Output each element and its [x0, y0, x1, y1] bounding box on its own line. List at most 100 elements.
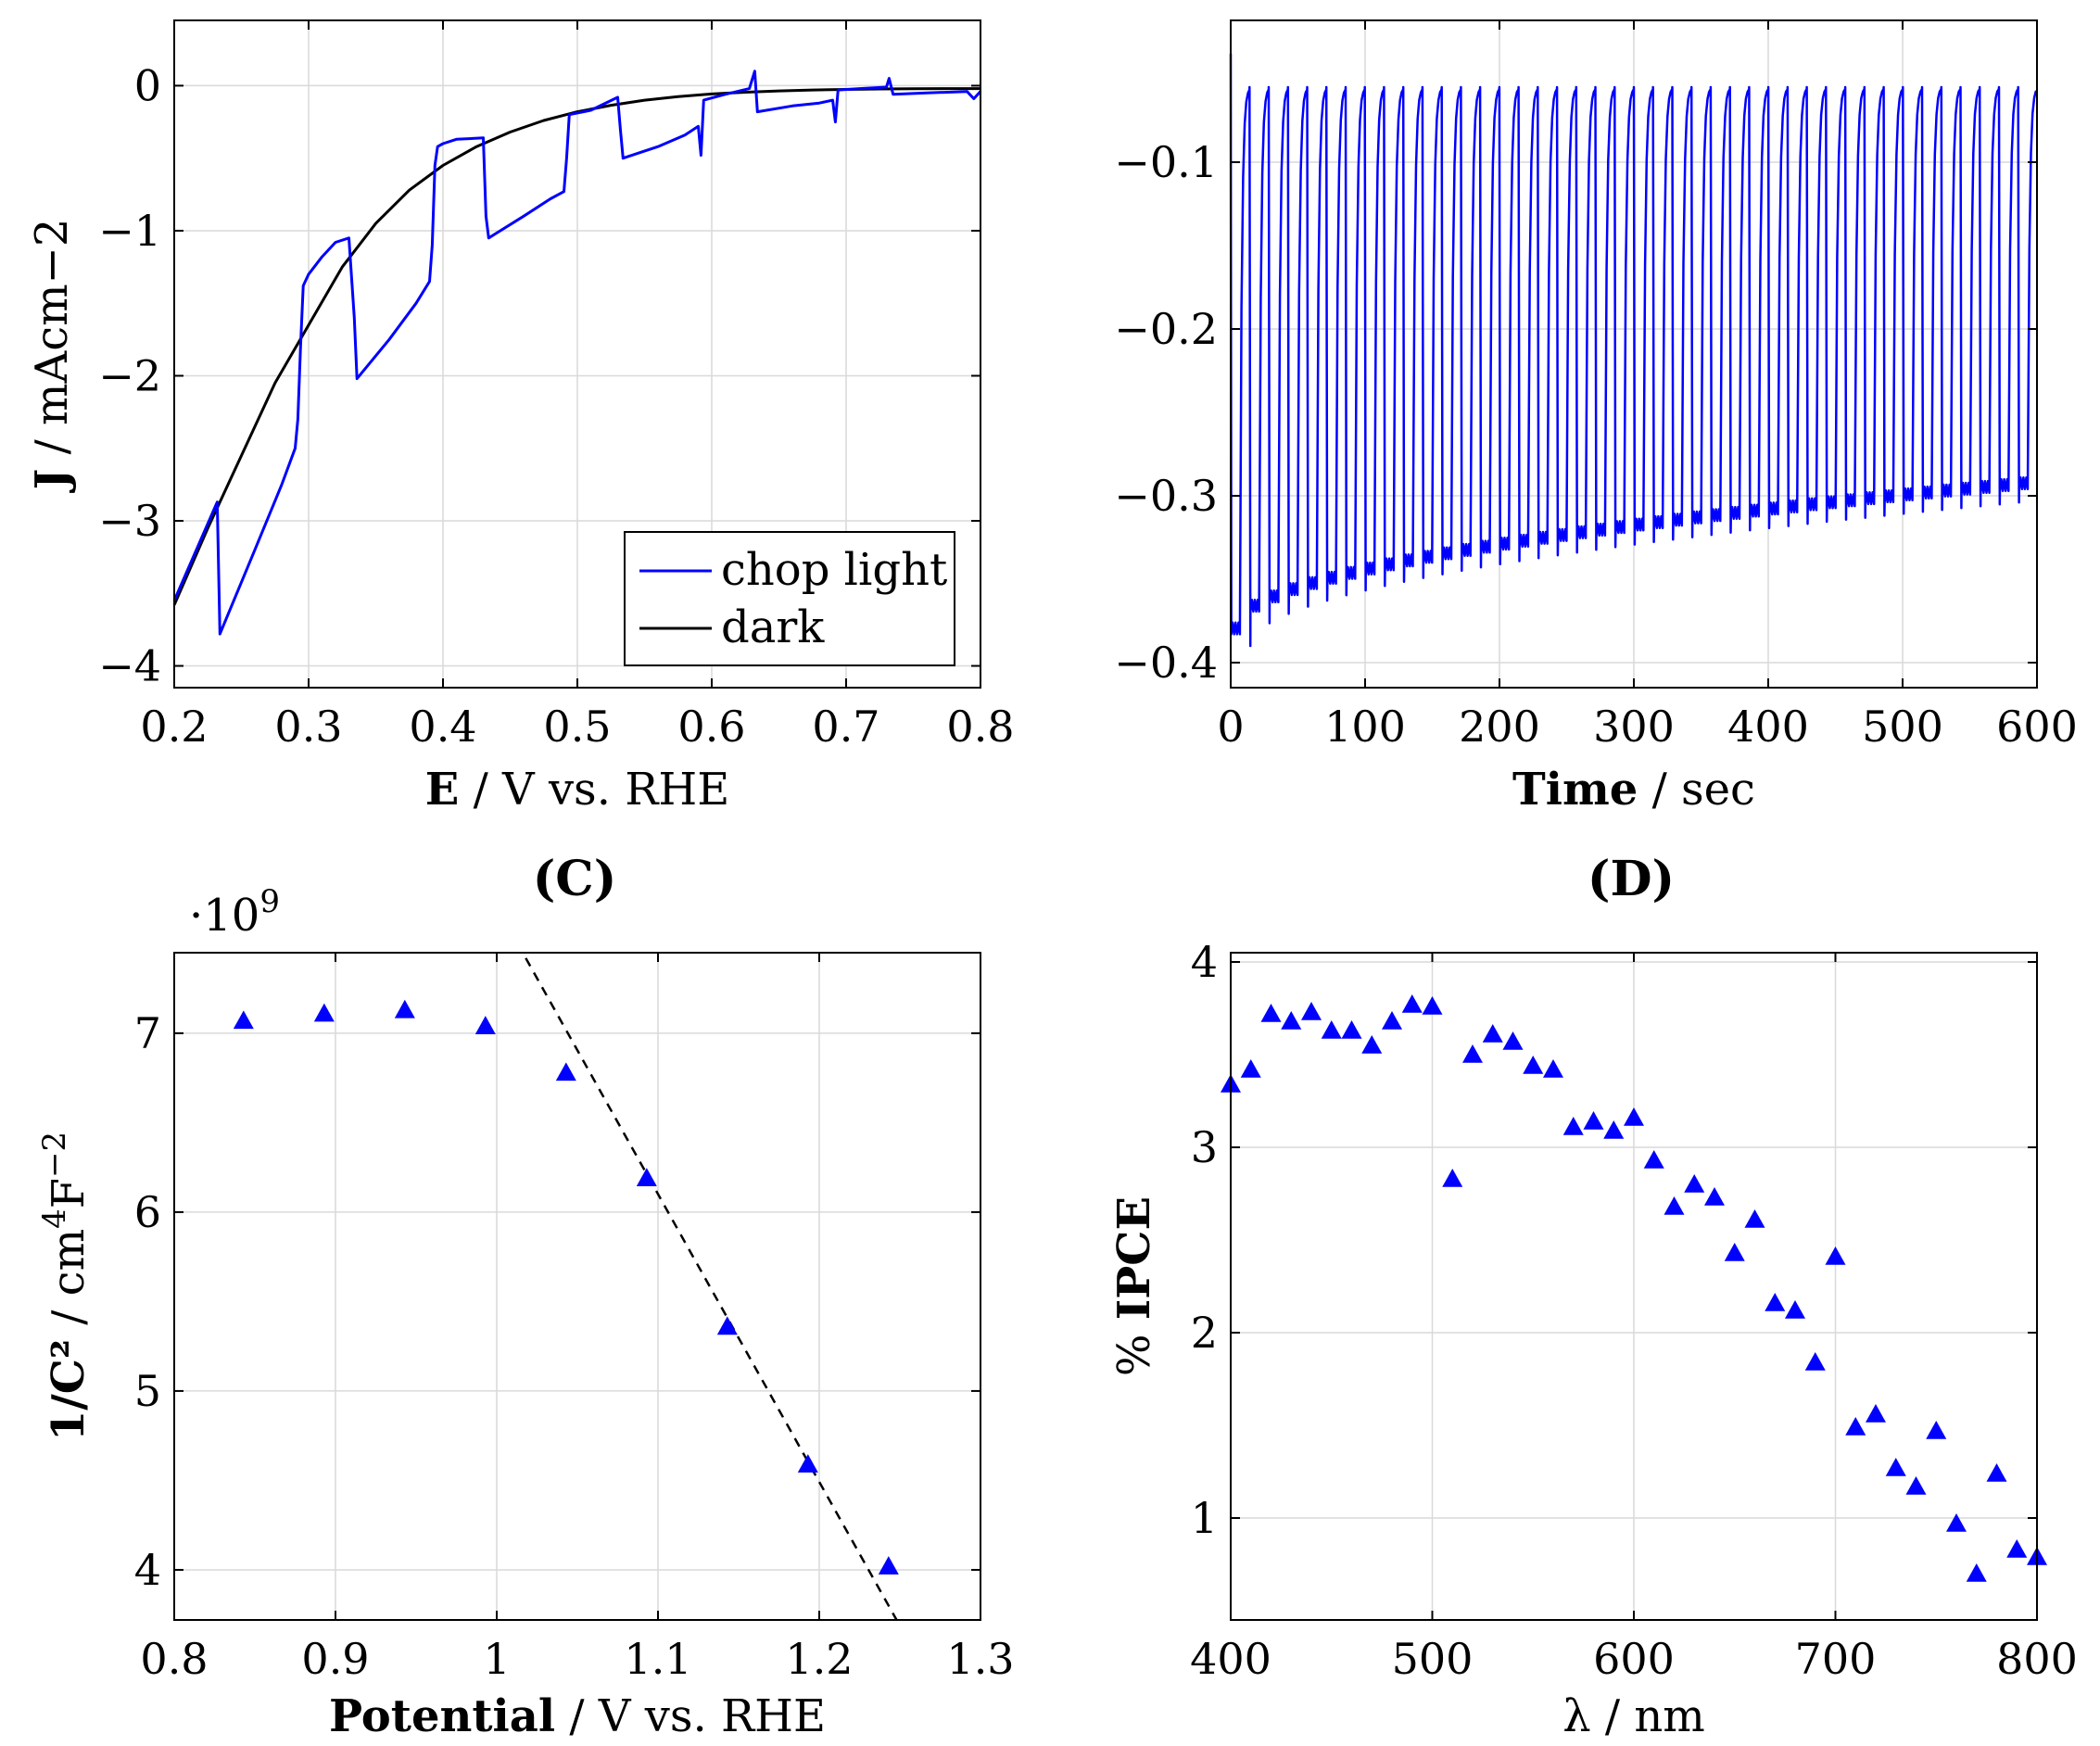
- chart-d-data-point: [1905, 1476, 1927, 1495]
- chart-a-y-tick-label: 0: [134, 60, 161, 110]
- chart-b-x-tick-label: 300: [1593, 702, 1675, 752]
- chart-a-legend: chop light dark: [624, 531, 955, 666]
- chart-d-x-tick-label: 600: [1593, 1634, 1675, 1684]
- chart-c-series-points: [233, 999, 899, 1575]
- chart-d-data-point: [1240, 1059, 1261, 1078]
- chart-a: 0.2 0.3 0.4 0.5 0.6 0.7 0.8 −4 −3 −2 −1 0 E / V vs.…: [26, 19, 1015, 816]
- chart-c-data-point: [474, 1016, 496, 1034]
- chart-d-data-point: [1643, 1150, 1664, 1169]
- chart-d-data-point: [1462, 1044, 1483, 1063]
- chart-d-series-points: [1221, 994, 2047, 1582]
- chart-d-data-point: [1986, 1463, 2007, 1482]
- chart-a-x-tick-label: 0.3: [274, 702, 342, 752]
- chart-b-y-tick-label: −0.4: [1114, 638, 1218, 688]
- chart-d-data-point: [1804, 1352, 1826, 1371]
- chart-d-y-axis-label: % IPCE: [1108, 1196, 1160, 1376]
- chart-a-y-axis-label: J / mAcm−2: [26, 219, 78, 494]
- chart-a-series-chop-light: [172, 70, 982, 636]
- chart-d-data-point: [1523, 1056, 1544, 1074]
- chart-a-legend-label-chop-light: chop light: [721, 544, 947, 596]
- chart-c-y-axis-label: 1/C² / cm4F−2: [36, 1132, 95, 1441]
- chart-d-data-point: [1724, 1243, 1745, 1261]
- chart-c-ticks: 0.8 0.9 1 1.1 1.2 1.3 4 5 6 7: [134, 953, 1015, 1684]
- panel-label-d: (D): [1588, 851, 1675, 907]
- chart-d-ticks: 400 500 600 700 800 1 2 3 4: [1190, 937, 2078, 1684]
- chart-a-ticks: 0.2 0.3 0.4 0.5 0.6 0.7 0.8 −4 −3 −2 −1 0: [98, 20, 1015, 752]
- chart-b-x-tick-label: 400: [1727, 702, 1809, 752]
- chart-c-x-tick-label: 1.2: [785, 1634, 853, 1684]
- chart-a-gridlines: [173, 20, 981, 688]
- chart-a-x-tick-label: 0.7: [812, 702, 879, 752]
- chart-d-data-point: [1946, 1513, 1967, 1532]
- chart-d-data-point: [1684, 1174, 1705, 1193]
- panel-label-c: (C): [533, 851, 617, 907]
- chart-c-x-axis-label: Potential / V vs. RHE: [329, 1690, 826, 1742]
- chart-c-data-point: [797, 1454, 818, 1473]
- chart-c-x-tick-label: 1: [483, 1634, 510, 1684]
- chart-d-data-point: [1866, 1404, 1886, 1423]
- chart-d-data-point: [1744, 1209, 1765, 1228]
- chart-a-line-chop-light: [172, 70, 982, 636]
- chart-a-y-tick-label: −4: [98, 641, 161, 691]
- chart-c-gridlines: [173, 953, 981, 1620]
- chart-d-data-point: [2006, 1539, 2028, 1558]
- chart-d-data-point: [1301, 1002, 1322, 1020]
- chart-d-data-point: [1765, 1293, 1786, 1311]
- chart-d-data-point: [1583, 1111, 1604, 1130]
- chart-c-fit-line: [525, 957, 898, 1621]
- chart-b-ticks: 0 100 200 300 400 500 600 −0.4 −0.3 −0.2 −0.1: [1114, 20, 2078, 752]
- chart-d-data-point: [1321, 1020, 1342, 1039]
- chart-d-y-tick-label: 2: [1191, 1308, 1218, 1358]
- chart-b-x-axis-label: Time / sec: [1512, 764, 1755, 816]
- chart-d-x-axis-label: λ / nm: [1562, 1690, 1705, 1742]
- chart-c-x-tick-label: 1.3: [946, 1634, 1014, 1684]
- chart-c-data-point: [878, 1556, 899, 1575]
- chart-c-data-point: [636, 1168, 657, 1187]
- chart-a-x-tick-label: 0.2: [140, 702, 208, 752]
- chart-c-x-tick-label: 1.1: [624, 1634, 691, 1684]
- chart-d-data-point: [1361, 1035, 1383, 1054]
- chart-d-x-tick-label: 700: [1795, 1634, 1877, 1684]
- chart-c-x-tick-label: 0.9: [301, 1634, 369, 1684]
- chart-a-y-tick-label: −3: [98, 496, 161, 546]
- chart-d-data-point: [1260, 1004, 1282, 1022]
- chart-d-data-point: [1422, 996, 1443, 1015]
- chart-b-y-tick-label: −0.2: [1114, 304, 1218, 354]
- chart-d-data-point: [1885, 1458, 1906, 1476]
- chart-d-data-point: [1562, 1117, 1584, 1135]
- chart-c-data-point: [716, 1316, 738, 1335]
- chart-b: 0 100 200 300 400 500 600 −0.4 −0.3 −0.2 −0.1 Time…: [1114, 19, 2078, 816]
- chart-d-data-point: [1341, 1020, 1362, 1039]
- chart-c-data-point: [555, 1062, 576, 1082]
- chart-d-data-point: [1704, 1187, 1725, 1206]
- chart-d-data-point: [1664, 1196, 1685, 1215]
- chart-d-y-tick-label: 3: [1191, 1122, 1218, 1172]
- chart-d-y-tick-label: 1: [1191, 1493, 1218, 1543]
- chart-d-data-point: [1482, 1024, 1503, 1043]
- chart-b-line-photocurrent: [1229, 53, 2039, 648]
- chart-d-data-point: [1502, 1031, 1524, 1050]
- chart-d-data-point: [1401, 994, 1423, 1013]
- chart-d-data-point: [1785, 1300, 1805, 1319]
- chart-c-plot-frame: [173, 952, 981, 1621]
- chart-d-x-tick-label: 800: [1996, 1634, 2078, 1684]
- chart-c-y-tick-label: 4: [134, 1545, 161, 1595]
- chart-d: 400 500 600 700 800 1 2 3 4 λ / nm % IPCE: [1108, 937, 2078, 1742]
- chart-d-data-point: [1442, 1169, 1463, 1187]
- chart-b-x-tick-label: 500: [1862, 702, 1943, 752]
- chart-b-y-tick-label: −0.1: [1114, 137, 1218, 187]
- chart-c-y-tick-label: 7: [134, 1008, 161, 1058]
- chart-b-x-tick-label: 0: [1217, 702, 1244, 752]
- chart-d-data-point: [1281, 1011, 1302, 1030]
- chart-c-data-point: [394, 999, 415, 1018]
- chart-a-x-axis-label: E / V vs. RHE: [425, 764, 730, 816]
- chart-c-data-point: [233, 1010, 254, 1030]
- chart-d-data-point: [1603, 1120, 1625, 1139]
- chart-c: 0.8 0.9 1 1.1 1.2 1.3 4 5 6 7 ·109 Potential / V …: [36, 883, 1015, 1742]
- chart-a-x-tick-label: 0.4: [409, 702, 476, 752]
- chart-d-data-point: [1966, 1563, 1987, 1582]
- chart-d-data-point: [1825, 1246, 1846, 1265]
- chart-c-data-point: [313, 1003, 335, 1022]
- chart-a-y-tick-label: −2: [98, 350, 161, 400]
- chart-a-legend-box: [624, 531, 955, 666]
